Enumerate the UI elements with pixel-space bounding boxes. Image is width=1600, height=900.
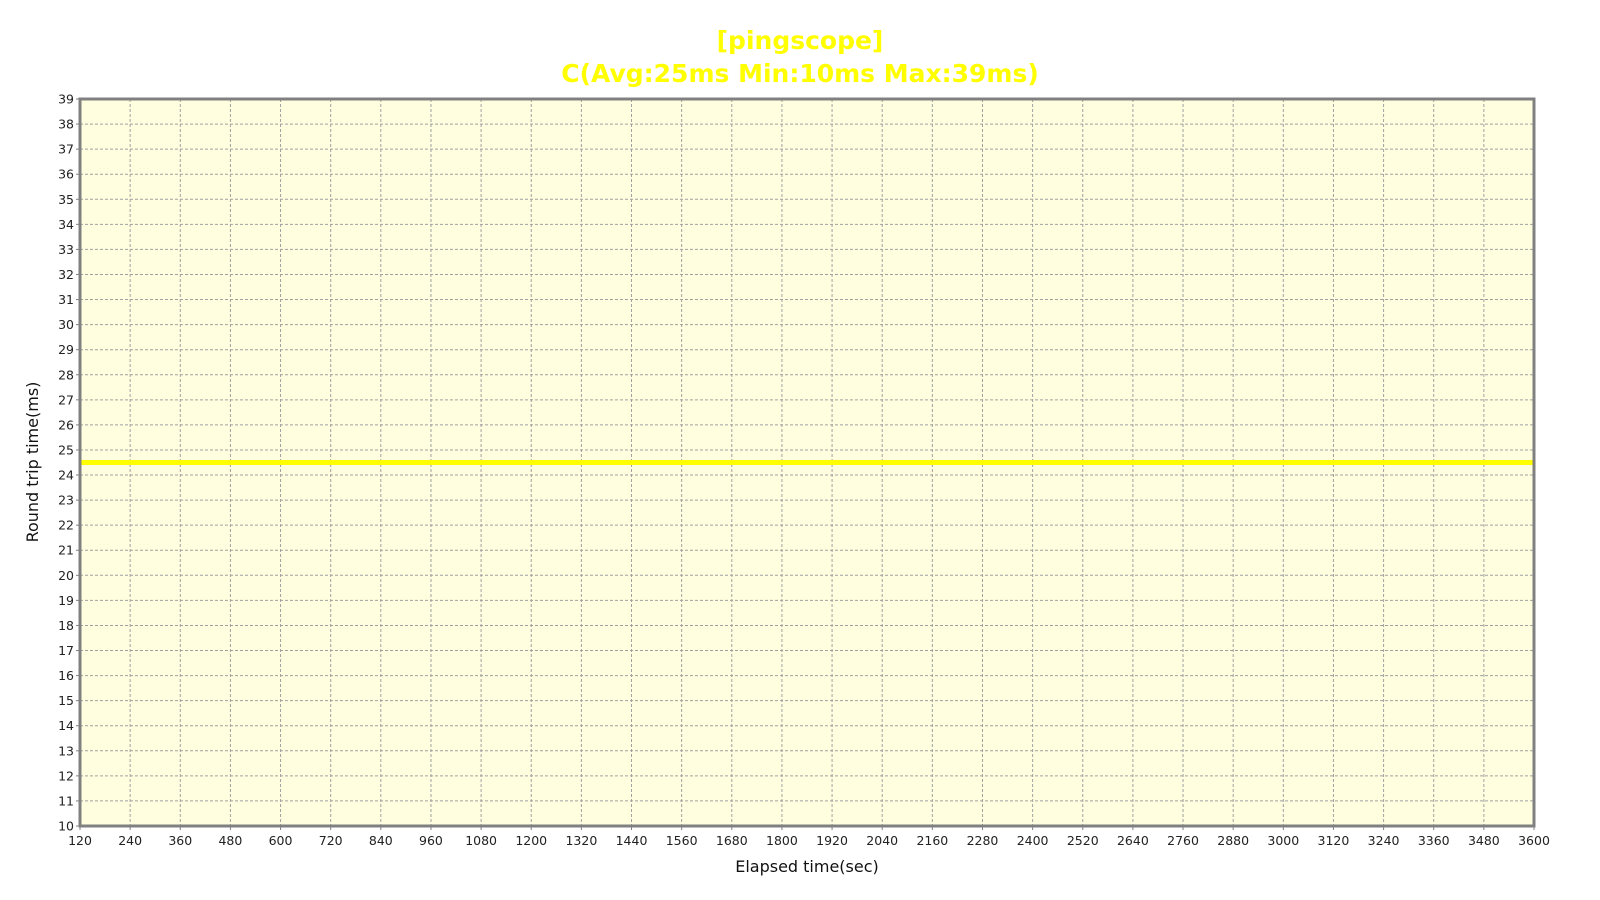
y-tick-label: 21 <box>58 543 74 558</box>
y-tick-label: 14 <box>58 718 74 733</box>
x-tick-label: 3240 <box>1368 833 1400 848</box>
x-tick-label: 3120 <box>1318 833 1350 848</box>
x-tick-label: 3600 <box>1518 833 1550 848</box>
y-tick-label: 11 <box>58 793 74 808</box>
y-tick-label: 20 <box>58 568 74 583</box>
x-tick-label: 3360 <box>1418 833 1450 848</box>
y-tick-label: 19 <box>58 593 74 608</box>
chart-title: [pingscope] <box>717 26 884 55</box>
chart-subtitle: C(Avg:25ms Min:10ms Max:39ms) <box>561 59 1039 88</box>
x-tick-label: 2760 <box>1167 833 1199 848</box>
y-tick-label: 37 <box>58 142 74 157</box>
y-tick-label: 35 <box>58 192 74 207</box>
x-tick-label: 2160 <box>916 833 948 848</box>
y-tick-label: 39 <box>58 92 74 107</box>
y-tick-label: 13 <box>58 743 74 758</box>
y-tick-label: 26 <box>58 417 74 432</box>
y-tick-label: 30 <box>58 317 74 332</box>
x-tick-label: 360 <box>168 833 192 848</box>
x-tick-label: 120 <box>68 833 92 848</box>
x-tick-label: 960 <box>419 833 443 848</box>
x-tick-label: 240 <box>118 833 142 848</box>
x-tick-label: 1440 <box>616 833 648 848</box>
x-tick-label: 1080 <box>465 833 497 848</box>
y-tick-label: 38 <box>58 117 74 132</box>
x-tick-label: 1920 <box>816 833 848 848</box>
y-axis-label: Round trip time(ms) <box>23 382 42 543</box>
x-tick-label: 1800 <box>766 833 798 848</box>
y-tick-label: 23 <box>58 493 74 508</box>
y-tick-label: 15 <box>58 693 74 708</box>
plot-frame <box>78 97 1536 828</box>
x-tick-label: 2280 <box>967 833 999 848</box>
x-tick-label: 840 <box>369 833 393 848</box>
y-tick-label: 10 <box>58 819 74 834</box>
x-gridlines <box>129 99 1485 826</box>
x-tick-label: 1200 <box>515 833 547 848</box>
y-tick-label: 16 <box>58 668 74 683</box>
y-axis-ticks: 10 11 12 13 14 15 16 17 18 19 20 21 22 23 24 25 26 27 28 29… <box>58 92 80 834</box>
x-axis-label: Elapsed time(sec) <box>735 857 879 876</box>
x-tick-label: 2400 <box>1017 833 1049 848</box>
y-tick-label: 17 <box>58 643 74 658</box>
x-tick-label: 3000 <box>1267 833 1299 848</box>
y-tick-label: 36 <box>58 167 74 182</box>
x-tick-label: 3480 <box>1468 833 1500 848</box>
y-gridlines <box>80 123 1534 802</box>
y-tick-label: 27 <box>58 392 74 407</box>
y-tick-label: 25 <box>58 442 74 457</box>
x-tick-label: 480 <box>218 833 242 848</box>
x-tick-label: 1680 <box>716 833 748 848</box>
y-tick-label: 31 <box>58 292 74 307</box>
y-tick-label: 32 <box>58 267 74 282</box>
y-tick-label: 28 <box>58 367 74 382</box>
y-tick-label: 18 <box>58 618 74 633</box>
y-tick-label: 22 <box>58 518 74 533</box>
x-tick-label: 1560 <box>666 833 698 848</box>
x-tick-label: 2040 <box>866 833 898 848</box>
x-tick-label: 2520 <box>1067 833 1099 848</box>
x-tick-label: 720 <box>319 833 343 848</box>
x-tick-label: 2880 <box>1217 833 1249 848</box>
y-tick-label: 24 <box>58 468 74 483</box>
y-tick-label: 12 <box>58 768 74 783</box>
y-tick-label: 29 <box>58 342 74 357</box>
y-tick-label: 33 <box>58 242 74 257</box>
y-tick-label: 34 <box>58 217 74 232</box>
x-tick-label: 600 <box>269 833 293 848</box>
x-tick-label: 2640 <box>1117 833 1149 848</box>
x-tick-label: 1320 <box>565 833 597 848</box>
x-axis-ticks: 120 240 360 480 600 720 840 960 1080 1200 1320 1440… <box>68 826 1550 848</box>
